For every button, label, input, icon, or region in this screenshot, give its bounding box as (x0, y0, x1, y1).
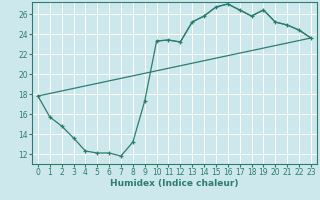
X-axis label: Humidex (Indice chaleur): Humidex (Indice chaleur) (110, 179, 239, 188)
